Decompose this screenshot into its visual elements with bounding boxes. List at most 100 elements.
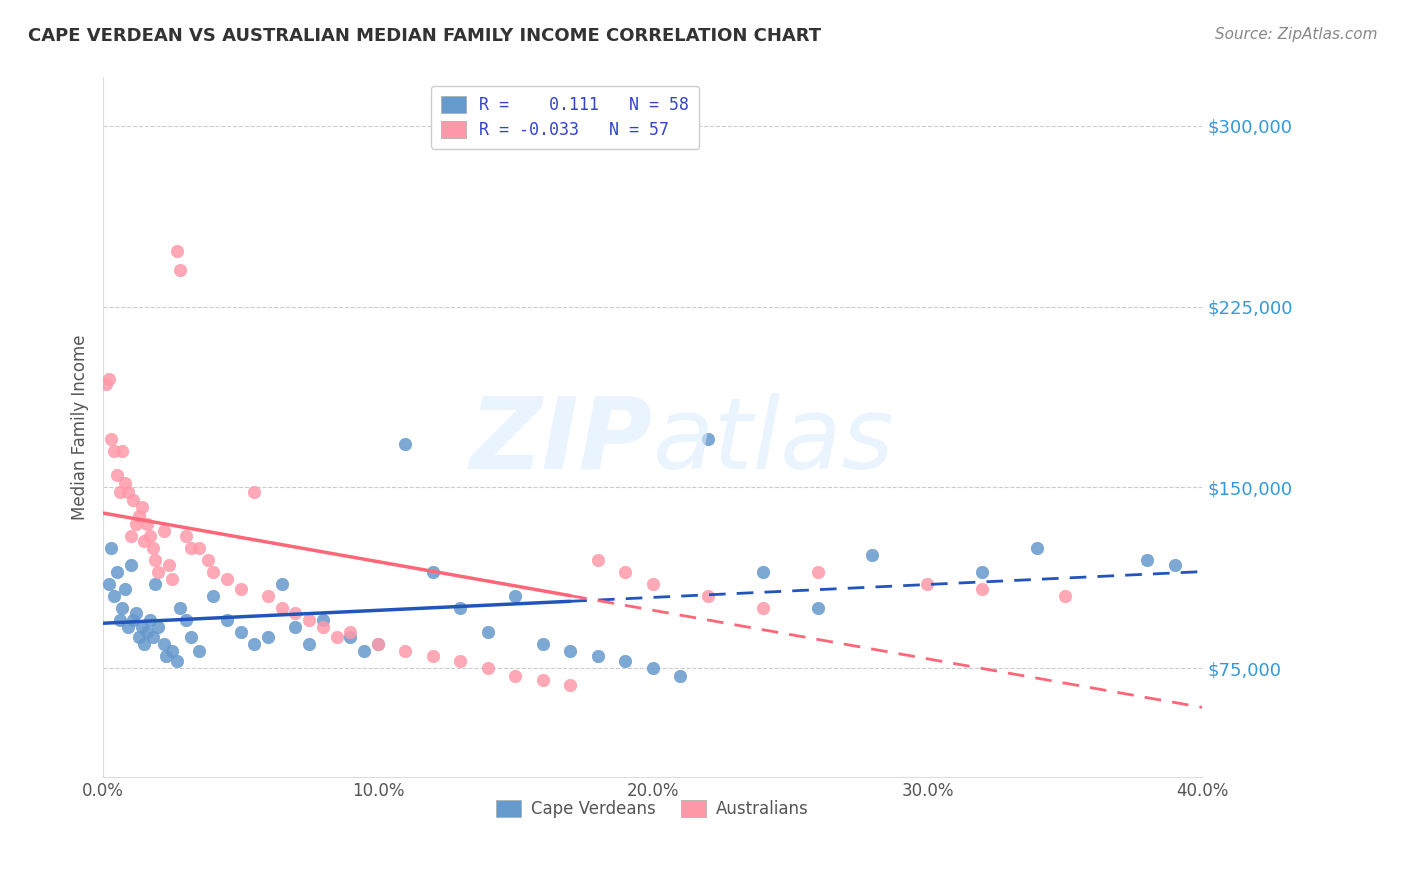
- Point: [157, 558, 180, 572]
- Point: [152, 524, 174, 538]
- Point: [117, 485, 139, 500]
- Point: [284, 606, 307, 620]
- Point: [131, 620, 153, 634]
- Point: [586, 649, 609, 664]
- Point: [503, 589, 526, 603]
- Point: [560, 678, 582, 692]
- Point: [477, 625, 499, 640]
- Point: [422, 649, 444, 664]
- Point: [143, 553, 166, 567]
- Point: [139, 613, 162, 627]
- Text: atlas: atlas: [652, 392, 894, 490]
- Point: [696, 589, 718, 603]
- Point: [108, 613, 131, 627]
- Point: [917, 577, 939, 591]
- Point: [160, 644, 183, 658]
- Point: [100, 541, 122, 555]
- Point: [614, 654, 637, 668]
- Point: [531, 637, 554, 651]
- Point: [202, 565, 225, 579]
- Point: [94, 376, 117, 391]
- Point: [229, 625, 252, 640]
- Point: [394, 644, 416, 658]
- Point: [139, 529, 162, 543]
- Point: [103, 589, 125, 603]
- Point: [215, 572, 238, 586]
- Point: [1164, 558, 1187, 572]
- Text: Source: ZipAtlas.com: Source: ZipAtlas.com: [1215, 27, 1378, 42]
- Point: [169, 263, 191, 277]
- Point: [188, 644, 211, 658]
- Point: [477, 661, 499, 675]
- Point: [215, 613, 238, 627]
- Point: [422, 565, 444, 579]
- Point: [169, 601, 191, 615]
- Point: [696, 432, 718, 446]
- Point: [125, 516, 148, 531]
- Point: [806, 565, 828, 579]
- Y-axis label: Median Family Income: Median Family Income: [72, 334, 89, 520]
- Point: [105, 468, 128, 483]
- Point: [111, 601, 134, 615]
- Point: [449, 654, 471, 668]
- Point: [751, 601, 773, 615]
- Point: [97, 372, 120, 386]
- Point: [586, 553, 609, 567]
- Point: [197, 553, 219, 567]
- Point: [367, 637, 389, 651]
- Point: [97, 577, 120, 591]
- Point: [339, 625, 361, 640]
- Point: [862, 548, 884, 562]
- Point: [136, 516, 159, 531]
- Point: [243, 637, 266, 651]
- Point: [449, 601, 471, 615]
- Point: [806, 601, 828, 615]
- Point: [117, 620, 139, 634]
- Point: [136, 625, 159, 640]
- Point: [122, 492, 145, 507]
- Point: [128, 630, 150, 644]
- Point: [394, 437, 416, 451]
- Point: [284, 620, 307, 634]
- Point: [125, 606, 148, 620]
- Point: [257, 630, 280, 644]
- Point: [134, 637, 156, 651]
- Point: [1026, 541, 1049, 555]
- Point: [128, 509, 150, 524]
- Point: [166, 244, 188, 258]
- Point: [180, 541, 202, 555]
- Point: [120, 529, 142, 543]
- Point: [131, 500, 153, 514]
- Point: [257, 589, 280, 603]
- Point: [142, 541, 165, 555]
- Point: [188, 541, 211, 555]
- Point: [641, 577, 664, 591]
- Point: [270, 577, 292, 591]
- Point: [298, 637, 321, 651]
- Text: ZIP: ZIP: [470, 392, 652, 490]
- Point: [152, 637, 174, 651]
- Point: [134, 533, 156, 548]
- Point: [270, 601, 292, 615]
- Point: [202, 589, 225, 603]
- Point: [367, 637, 389, 651]
- Point: [560, 644, 582, 658]
- Point: [103, 444, 125, 458]
- Point: [108, 485, 131, 500]
- Point: [339, 630, 361, 644]
- Point: [972, 565, 994, 579]
- Legend: Cape Verdeans, Australians: Cape Verdeans, Australians: [489, 793, 815, 824]
- Point: [142, 630, 165, 644]
- Point: [160, 572, 183, 586]
- Point: [243, 485, 266, 500]
- Point: [641, 661, 664, 675]
- Point: [114, 582, 136, 596]
- Point: [229, 582, 252, 596]
- Point: [353, 644, 375, 658]
- Point: [122, 613, 145, 627]
- Point: [174, 529, 197, 543]
- Point: [531, 673, 554, 688]
- Point: [503, 668, 526, 682]
- Point: [180, 630, 202, 644]
- Point: [325, 630, 347, 644]
